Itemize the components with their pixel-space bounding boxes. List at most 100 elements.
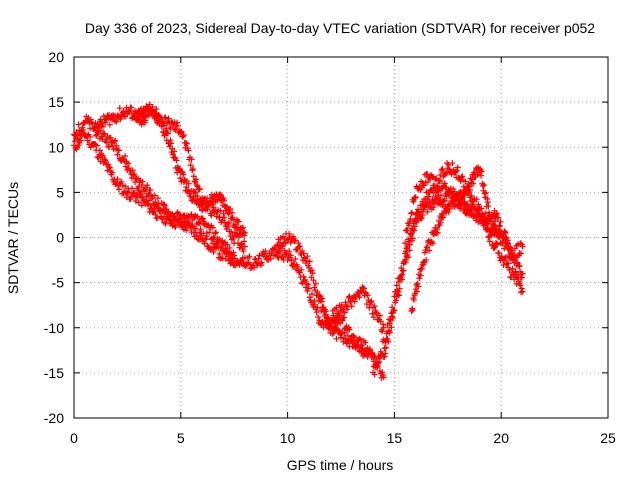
data-point [257, 262, 264, 269]
data-point [511, 256, 518, 263]
data-point [114, 176, 121, 183]
data-point [468, 192, 475, 199]
data-point [432, 195, 439, 202]
data-point [296, 243, 303, 250]
data-point [309, 270, 316, 277]
data-point [161, 202, 168, 209]
data-point [454, 164, 461, 171]
data-point [102, 157, 109, 164]
data-point [379, 328, 386, 335]
data-point [330, 326, 337, 333]
data-point [302, 284, 309, 291]
x-tick-label: 5 [177, 430, 185, 446]
data-point [135, 116, 142, 123]
data-point [413, 288, 420, 295]
data-point [139, 178, 146, 185]
data-point [212, 230, 219, 237]
data-point [153, 106, 160, 113]
grid-lines [74, 57, 608, 418]
data-point [415, 283, 422, 290]
data-point [193, 182, 200, 189]
data-point [197, 226, 204, 233]
data-point [440, 214, 447, 221]
data-point [158, 123, 165, 130]
data-point [323, 314, 330, 321]
data-point [514, 259, 521, 266]
data-point [255, 255, 262, 262]
data-point [491, 244, 498, 251]
data-point [135, 199, 142, 206]
data-point [180, 133, 187, 140]
data-point [337, 320, 344, 327]
data-point [113, 142, 120, 149]
data-point [164, 129, 171, 136]
data-point [240, 248, 247, 255]
data-point [116, 147, 123, 154]
data-point [309, 267, 316, 274]
data-point [465, 188, 472, 195]
data-point [445, 161, 452, 168]
data-point [373, 364, 380, 371]
data-point [305, 264, 312, 271]
data-point [419, 211, 426, 218]
data-point [190, 166, 197, 173]
data-point [399, 276, 406, 283]
data-point [496, 223, 503, 230]
data-point [485, 234, 492, 241]
data-point [485, 203, 492, 210]
data-point [216, 191, 223, 198]
data-point [125, 189, 132, 196]
y-tick-label: -5 [52, 275, 65, 291]
data-point [409, 235, 416, 242]
data-point [412, 194, 419, 201]
data-point [351, 298, 358, 305]
data-point [131, 171, 138, 178]
data-point [379, 321, 386, 328]
data-point [134, 194, 141, 201]
data-point [121, 112, 128, 119]
data-point [353, 343, 360, 350]
data-point [221, 197, 228, 204]
data-point [232, 262, 239, 269]
data-point [502, 255, 509, 262]
data-point [74, 135, 81, 142]
data-point [457, 199, 464, 206]
data-point [380, 374, 387, 381]
data-point [393, 282, 400, 289]
data-point [517, 282, 524, 289]
y-tick-label: -10 [44, 320, 64, 336]
data-point [144, 201, 151, 208]
data-point [410, 198, 417, 205]
data-point [309, 291, 316, 298]
data-point [370, 314, 377, 321]
data-point [415, 206, 422, 213]
data-point [178, 222, 185, 229]
data-point [449, 160, 456, 167]
data-point [346, 293, 353, 300]
data-point [262, 248, 269, 255]
data-point [509, 249, 516, 256]
data-point [313, 309, 320, 316]
data-point [224, 241, 231, 248]
data-point [185, 180, 192, 187]
data-point [300, 250, 307, 257]
data-point [470, 180, 477, 187]
data-point [190, 194, 197, 201]
data-point [419, 262, 426, 269]
y-tick-label: 20 [48, 49, 64, 65]
data-point [333, 335, 340, 342]
data-point [114, 151, 121, 158]
data-point [127, 196, 134, 203]
data-point [190, 173, 197, 180]
data-point [208, 212, 215, 219]
data-point [406, 218, 413, 225]
data-point [176, 211, 183, 218]
data-point [424, 244, 431, 251]
data-point [172, 126, 179, 133]
data-point [506, 243, 513, 250]
data-point [151, 208, 158, 215]
data-point [379, 369, 386, 376]
data-point [473, 196, 480, 203]
data-point [125, 160, 132, 167]
